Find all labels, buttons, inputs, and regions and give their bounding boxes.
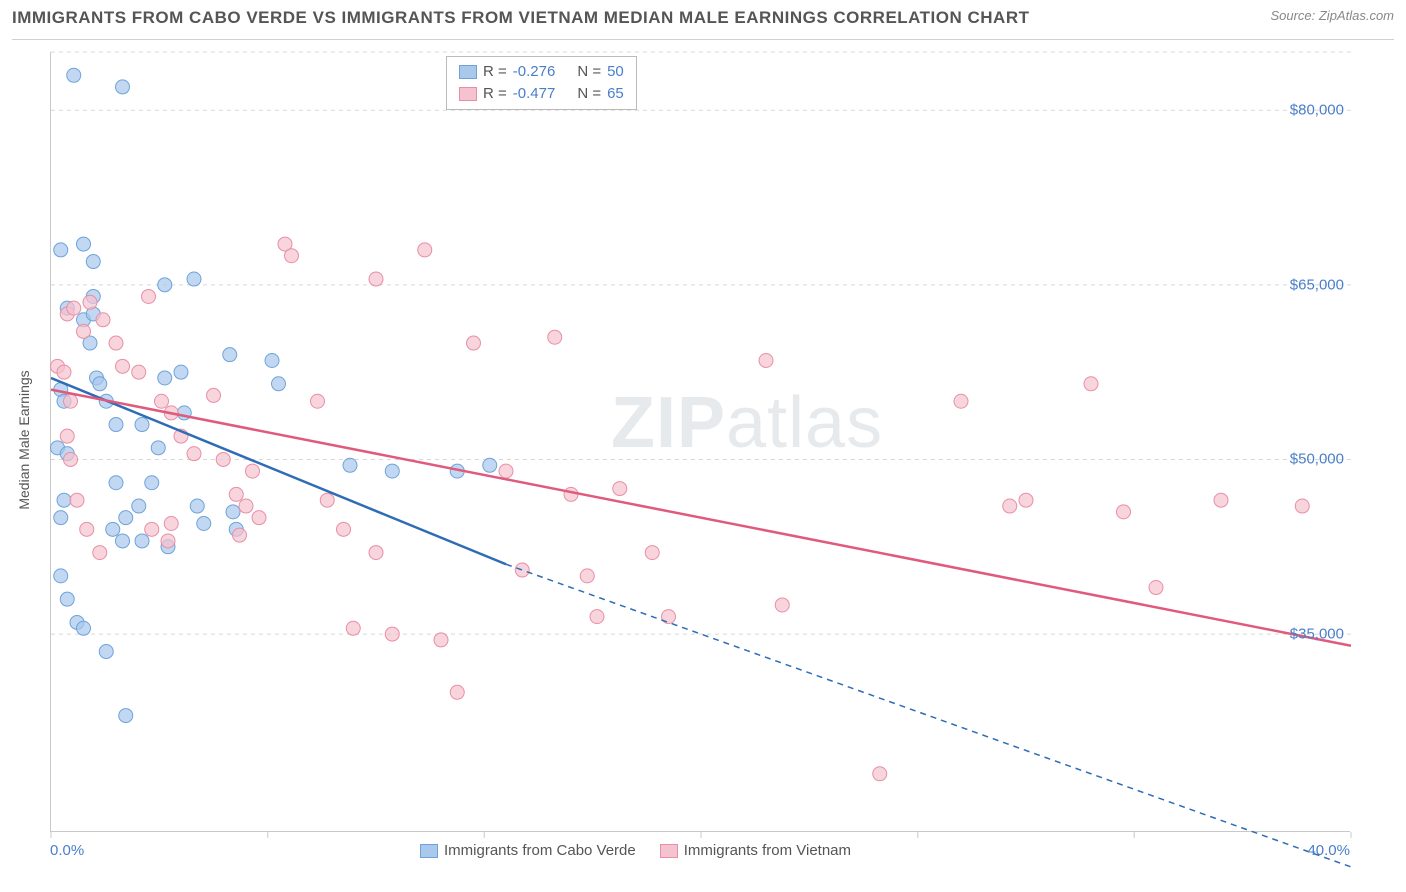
swatch-cabo-verde-icon (420, 844, 438, 858)
series-legend: Immigrants from Cabo Verde Immigrants fr… (420, 842, 851, 859)
y-tick-label: $35,000 (1290, 626, 1344, 643)
y-tick-label: $50,000 (1290, 451, 1344, 468)
x-axis-min-label: 0.0% (50, 842, 84, 859)
x-axis-max-label: 40.0% (1307, 842, 1350, 859)
swatch-cabo-verde (459, 65, 477, 79)
legend-item-cabo-verde: Immigrants from Cabo Verde (420, 842, 636, 859)
swatch-vietnam-icon (660, 844, 678, 858)
chart-title: IMMIGRANTS FROM CABO VERDE VS IMMIGRANTS… (12, 8, 1030, 28)
y-axis-title: Median Male Earnings (16, 370, 32, 509)
swatch-vietnam (459, 87, 477, 101)
legend-row-cabo-verde: R = -0.276 N = 50 (459, 61, 624, 83)
plot-area: ZIPatlas R = -0.276 N = 50 R = -0.477 N … (50, 52, 1350, 832)
n-value-cabo-verde: 50 (607, 61, 624, 83)
n-value-vietnam: 65 (607, 83, 624, 105)
source-label: Source: ZipAtlas.com (1270, 8, 1394, 23)
correlation-legend: R = -0.276 N = 50 R = -0.477 N = 65 (446, 56, 637, 110)
legend-row-vietnam: R = -0.477 N = 65 (459, 83, 624, 105)
y-tick-label: $80,000 (1290, 102, 1344, 119)
y-tick-label: $65,000 (1290, 276, 1344, 293)
r-value-vietnam: -0.477 (513, 83, 556, 105)
legend-item-vietnam: Immigrants from Vietnam (660, 842, 851, 859)
r-value-cabo-verde: -0.276 (513, 61, 556, 83)
title-bar: IMMIGRANTS FROM CABO VERDE VS IMMIGRANTS… (12, 8, 1394, 40)
chart-svg (51, 52, 1350, 831)
